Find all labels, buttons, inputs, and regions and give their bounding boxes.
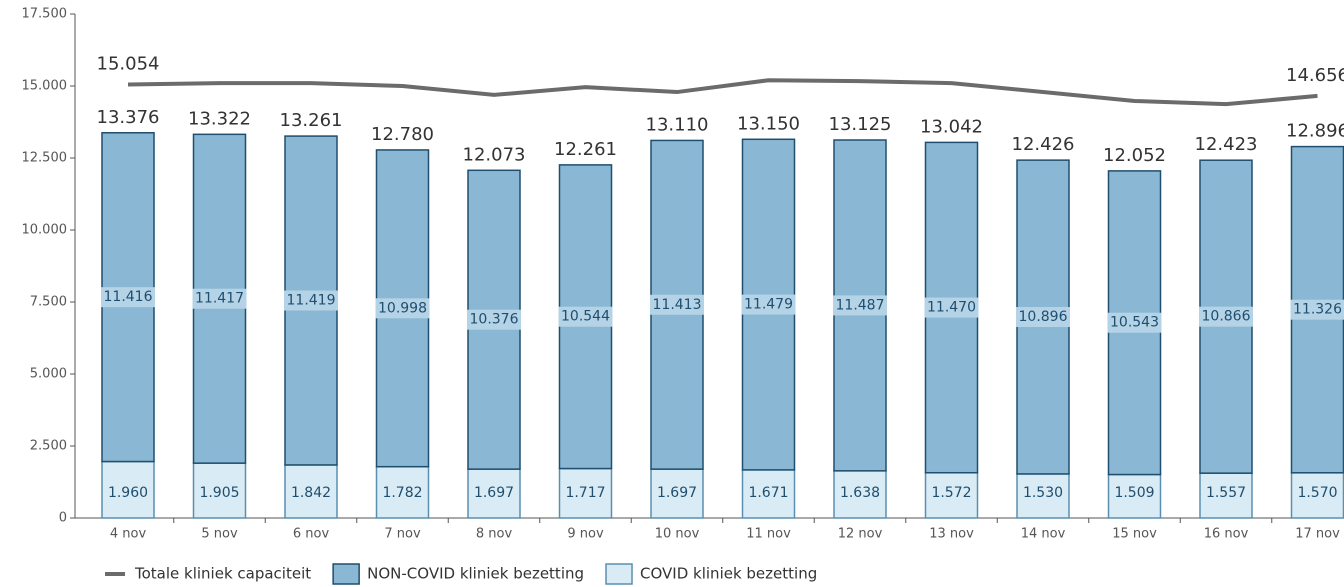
covid-label: 1.842 xyxy=(291,485,331,501)
non-covid-label: 11.487 xyxy=(836,297,885,313)
covid-label: 1.697 xyxy=(657,485,697,501)
non-covid-label: 11.416 xyxy=(104,289,153,305)
label-bg xyxy=(558,306,613,327)
total-label: 13.150 xyxy=(737,113,800,134)
x-tick-label: 10 nov xyxy=(655,527,700,542)
covid-label: 1.509 xyxy=(1114,485,1154,501)
total-label: 13.376 xyxy=(97,107,160,128)
y-tick-label: 10.000 xyxy=(22,223,68,238)
total-label: 12.426 xyxy=(1012,134,1075,155)
x-tick-label: 11 nov xyxy=(746,527,791,542)
total-label: 13.261 xyxy=(280,110,343,131)
non-covid-label: 11.470 xyxy=(927,300,976,316)
total-label: 12.780 xyxy=(371,124,434,145)
covid-label: 1.530 xyxy=(1023,485,1063,501)
label-bg xyxy=(1107,312,1162,333)
total-label: 13.125 xyxy=(829,114,892,135)
y-tick-label: 15.000 xyxy=(22,79,68,94)
capacity-label: 15.054 xyxy=(97,53,160,74)
legend-label: COVID kliniek bezetting xyxy=(640,565,817,583)
covid-label: 1.572 xyxy=(931,485,971,501)
label-bg xyxy=(192,288,247,309)
non-covid-label: 10.998 xyxy=(378,300,427,316)
legend-label: Totale kliniek capaciteit xyxy=(134,565,311,583)
covid-label: 1.557 xyxy=(1206,485,1246,501)
y-tick-label: 5.000 xyxy=(30,367,67,382)
legend-swatch xyxy=(332,563,360,585)
label-bg xyxy=(1290,299,1344,320)
covid-label: 1.905 xyxy=(199,485,239,501)
label-bg xyxy=(467,309,521,330)
x-tick-label: 4 nov xyxy=(110,527,147,542)
covid-label: 1.671 xyxy=(748,485,788,501)
covid-label: 1.960 xyxy=(108,485,148,501)
label-bg xyxy=(741,294,796,315)
total-label: 13.110 xyxy=(646,114,709,135)
x-tick-label: 5 nov xyxy=(201,527,238,542)
non-covid-label: 11.417 xyxy=(195,291,244,307)
non-covid-label: 10.544 xyxy=(561,309,610,325)
total-label: 12.896 xyxy=(1286,121,1344,142)
x-tick-label: 12 nov xyxy=(838,527,883,542)
bar-segment xyxy=(1016,473,1070,519)
non-covid-label: 10.376 xyxy=(470,312,519,328)
bar-segment xyxy=(741,469,796,519)
covid-label: 1.570 xyxy=(1297,485,1337,501)
label-bg xyxy=(650,294,704,315)
total-label: 12.052 xyxy=(1103,145,1166,166)
legend-swatch xyxy=(605,563,633,585)
total-label: 12.423 xyxy=(1195,134,1258,155)
covid-label: 1.638 xyxy=(840,485,880,501)
non-covid-label: 11.413 xyxy=(653,297,702,313)
x-tick-label: 15 nov xyxy=(1112,527,1157,542)
non-covid-label: 11.326 xyxy=(1293,302,1342,318)
non-covid-label: 10.866 xyxy=(1202,309,1251,325)
x-tick-label: 14 nov xyxy=(1021,527,1066,542)
y-tick-label: 12.500 xyxy=(22,151,68,166)
label-bg xyxy=(924,297,979,318)
x-tick-label: 17 nov xyxy=(1295,527,1340,542)
total-label: 12.261 xyxy=(554,139,617,160)
bar-segment xyxy=(192,462,247,519)
x-tick-label: 16 nov xyxy=(1204,527,1249,542)
bar-segment xyxy=(284,464,338,519)
x-tick-label: 9 nov xyxy=(567,527,604,542)
legend-label: NON-COVID kliniek bezetting xyxy=(367,565,584,583)
bar-segment xyxy=(101,460,155,519)
y-tick-label: 17.500 xyxy=(22,7,68,22)
x-tick-label: 13 nov xyxy=(929,527,974,542)
bar-segment xyxy=(558,467,613,519)
label-bg xyxy=(1199,306,1253,327)
x-tick-label: 6 nov xyxy=(293,527,330,542)
covid-label: 1.717 xyxy=(565,485,605,501)
label-bg xyxy=(833,295,887,316)
non-covid-label: 10.896 xyxy=(1019,309,1068,325)
label-bg xyxy=(1016,307,1070,328)
bar-segment xyxy=(924,471,979,519)
non-covid-label: 10.543 xyxy=(1110,315,1159,331)
non-covid-label: 11.419 xyxy=(287,293,336,309)
covid-label: 1.782 xyxy=(382,485,422,501)
total-label: 13.322 xyxy=(188,108,251,129)
x-tick-label: 8 nov xyxy=(476,527,513,542)
x-tick-label: 7 nov xyxy=(384,527,421,542)
total-label: 12.073 xyxy=(463,144,526,165)
y-tick-label: 7.500 xyxy=(30,295,67,310)
label-bg xyxy=(101,287,155,308)
label-bg xyxy=(284,290,338,311)
bar-segment xyxy=(375,465,430,519)
capacity-line xyxy=(127,78,1318,107)
bar-segment xyxy=(1199,472,1253,519)
label-bg xyxy=(375,298,430,319)
non-covid-label: 11.479 xyxy=(744,297,793,313)
total-label: 13.042 xyxy=(920,116,983,137)
capacity-label: 14.656 xyxy=(1286,65,1344,86)
covid-label: 1.697 xyxy=(474,485,514,501)
y-tick-label: 0 xyxy=(59,511,67,526)
y-tick-label: 2.500 xyxy=(30,439,67,454)
